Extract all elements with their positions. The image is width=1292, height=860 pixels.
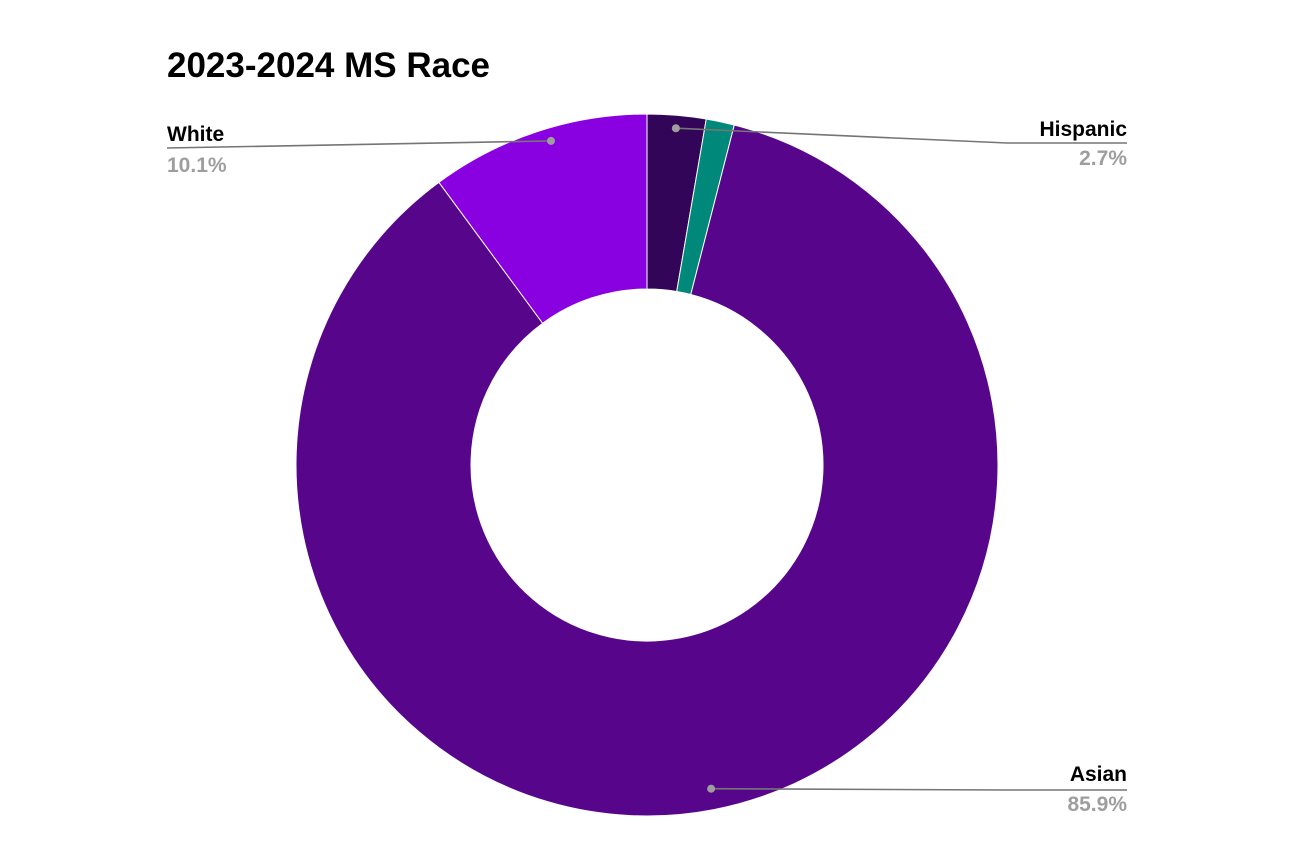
callout-asian-leader-line — [711, 787, 1127, 791]
callout-asian-dot — [707, 784, 716, 793]
callout-asian-value: 85.9% — [1067, 793, 1127, 816]
slice-white — [438, 113, 648, 324]
callout-hispanic-leader-line — [675, 127, 1127, 144]
callout-hispanic-dot — [671, 124, 680, 133]
donut-slices — [295, 113, 999, 817]
slice-callouts: White 10.1% Hispanic 2.7% Asian 85.9% — [166, 118, 1127, 816]
callout-white-leader-line — [166, 140, 552, 149]
callout-asian-name: Asian — [1070, 763, 1127, 786]
callout-white-value: 10.1% — [167, 154, 227, 177]
slice-asian — [295, 124, 999, 817]
callout-white-name: White — [167, 123, 224, 146]
callout-hispanic-name: Hispanic — [1039, 118, 1127, 141]
chart-title: 2023-2024 MS Race — [167, 46, 490, 85]
callout-white-dot — [547, 136, 556, 145]
callout-hispanic-value: 2.7% — [1079, 147, 1127, 170]
